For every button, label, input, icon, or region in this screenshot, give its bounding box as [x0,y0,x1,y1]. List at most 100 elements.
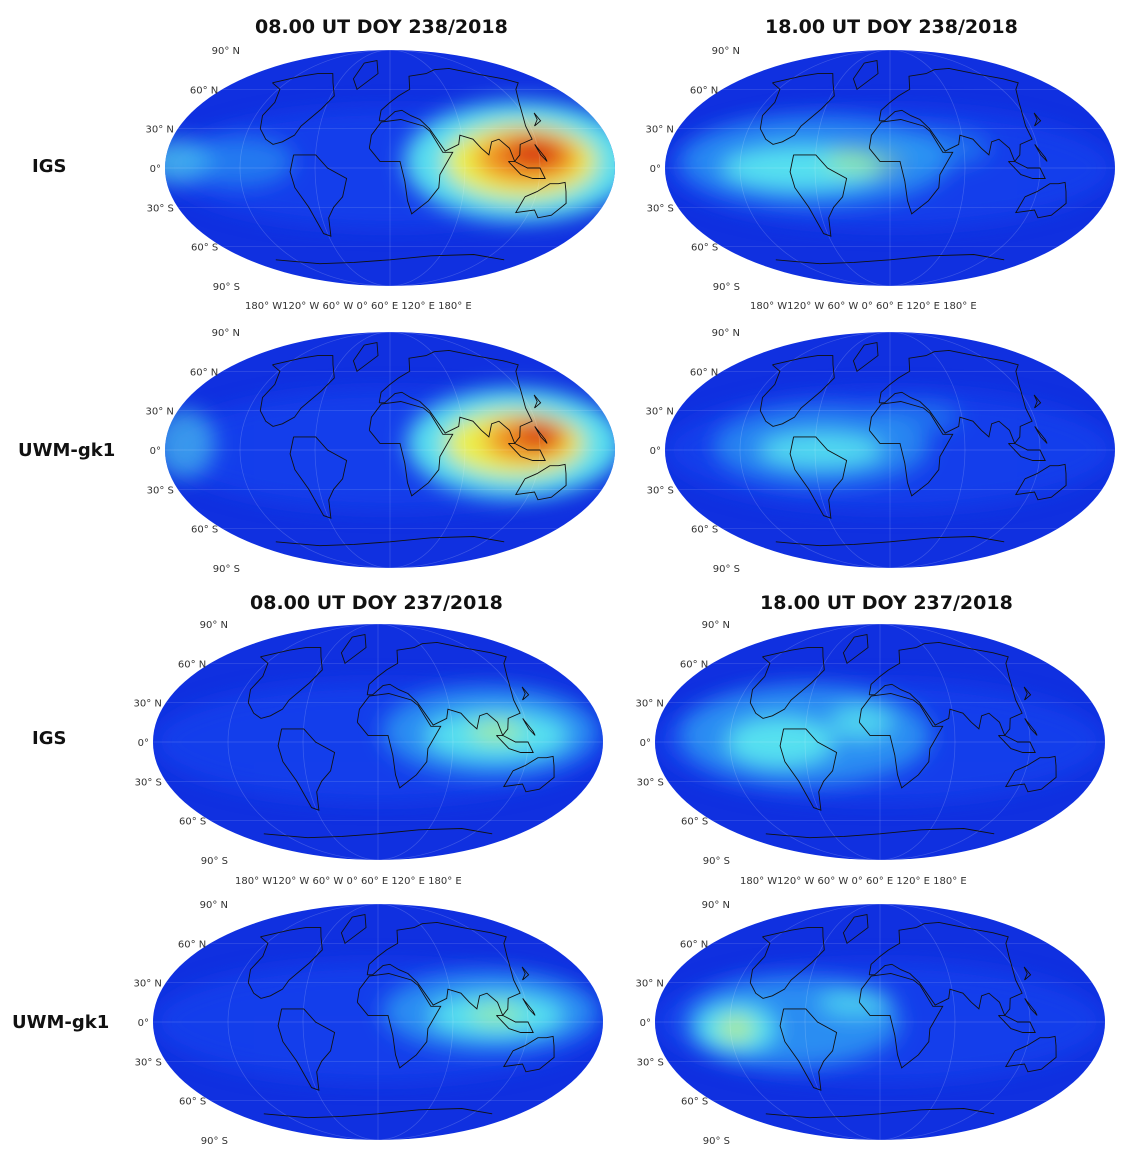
lat-label: 60° S [179,1097,206,1108]
lat-label: 60° S [691,525,718,536]
lon-labels: 180° W120° W 60° W 0° 60° E 120° E 180° … [740,876,967,887]
coastline [759,355,835,427]
lat-label: 60° N [680,939,708,950]
coastline [765,828,995,839]
lat-label: 30° N [145,125,173,136]
coastline [534,144,548,162]
coastline [366,921,521,1017]
lat-label: 60° S [681,817,708,828]
lat-label: 90° N [212,328,240,339]
lat-label: 30° S [147,203,174,214]
tec-blob [829,704,893,741]
coastline [352,341,379,373]
coastline [868,641,1023,737]
coastline [852,341,879,373]
coastline [378,349,533,445]
row-label-uwm-1: UWM-gk1 [18,440,116,461]
lat-label: 90° S [713,564,740,575]
graticule-line [239,50,391,286]
lat-label: 60° N [690,367,718,378]
tec-blob [504,137,563,168]
coastline [842,913,869,945]
coastline [378,67,533,163]
tec-map: 90° N 60° N 30° N 0° 30° S 60° S 90° S [145,46,615,293]
tec-blob [469,721,524,742]
coastline [775,254,1005,265]
lat-label: 0° [138,738,149,749]
coastline [275,536,505,547]
coastline [1023,966,1032,981]
coastline [277,1008,336,1091]
tec-map: 90° N 60° N 30° N 0° 30° S 60° S 90° S [145,328,615,575]
coastline [277,728,336,811]
coastline [779,1008,838,1091]
coastline [356,693,442,789]
tec-map: 90° N 60° N 30° N 0° 30° S 60° S 90° S [635,900,1105,1147]
coastline [514,463,567,501]
lat-label: 30° S [135,1057,162,1068]
lat-label: 30° S [147,485,174,496]
lat-label: 0° [150,446,161,457]
coastline [289,436,348,519]
lat-label: 30° N [635,979,663,990]
coastline [533,394,542,409]
coastline [496,1014,534,1033]
map-body [665,332,1115,568]
coastline [759,73,835,145]
tec-blob [469,1004,524,1025]
lat-label: 90° N [712,328,740,339]
lat-label: 30° N [645,407,673,418]
coastline [858,973,944,1069]
lon-labels: 180° W120° W 60° W 0° 60° E 120° E 180° … [750,301,977,312]
lat-label: 60° S [179,817,206,828]
lat-label: 90° S [703,856,730,867]
map-body [665,50,1115,286]
coastline [878,67,1033,163]
graticule-line [377,624,454,860]
lat-label: 90° N [212,46,240,57]
coastline [275,254,505,265]
coastline [356,973,442,1069]
graticule-line [879,624,956,860]
row-label-uwm-2: UWM-gk1 [12,1012,110,1033]
tec-blob [758,432,885,468]
lat-label: 90° N [200,900,228,911]
lat-label: 60° N [680,659,708,670]
coastline [842,633,869,665]
graticule-line [889,50,966,286]
lat-label: 90° S [713,282,740,293]
coastline [1023,686,1032,701]
lat-label: 60° N [178,939,206,950]
title-top-left: 08.00 UT DOY 238/2018 [255,16,508,38]
coastline [534,426,548,444]
coastline [522,998,536,1016]
graticule-line [739,332,891,568]
title-bottom-right: 18.00 UT DOY 237/2018 [760,592,1013,614]
tec-blob [165,408,216,479]
coastline [263,828,493,839]
graticule-line [227,624,379,860]
lat-label: 30° S [637,1057,664,1068]
lat-label: 30° S [135,777,162,788]
lat-label: 90° N [712,46,740,57]
coastline [496,734,534,753]
lat-label: 60° N [178,659,206,670]
coastline [340,633,367,665]
coastline [789,154,848,237]
map-body [153,904,603,1140]
coastline [1033,112,1042,127]
coastline [1034,426,1048,444]
coastline [1004,1035,1057,1073]
coastline [1033,394,1042,409]
graticule-line [814,50,891,286]
graticule-line [889,332,966,568]
coastline [789,436,848,519]
tec-map: 90° N 60° N 30° N 0° 30° S 60° S 90° S [645,46,1115,293]
coastline [368,119,454,215]
coastline [368,401,454,497]
graticule-line [227,904,379,1140]
tec-blob [514,421,561,448]
lat-label: 0° [650,446,661,457]
lat-label: 60° S [681,1097,708,1108]
coastline [514,181,567,219]
